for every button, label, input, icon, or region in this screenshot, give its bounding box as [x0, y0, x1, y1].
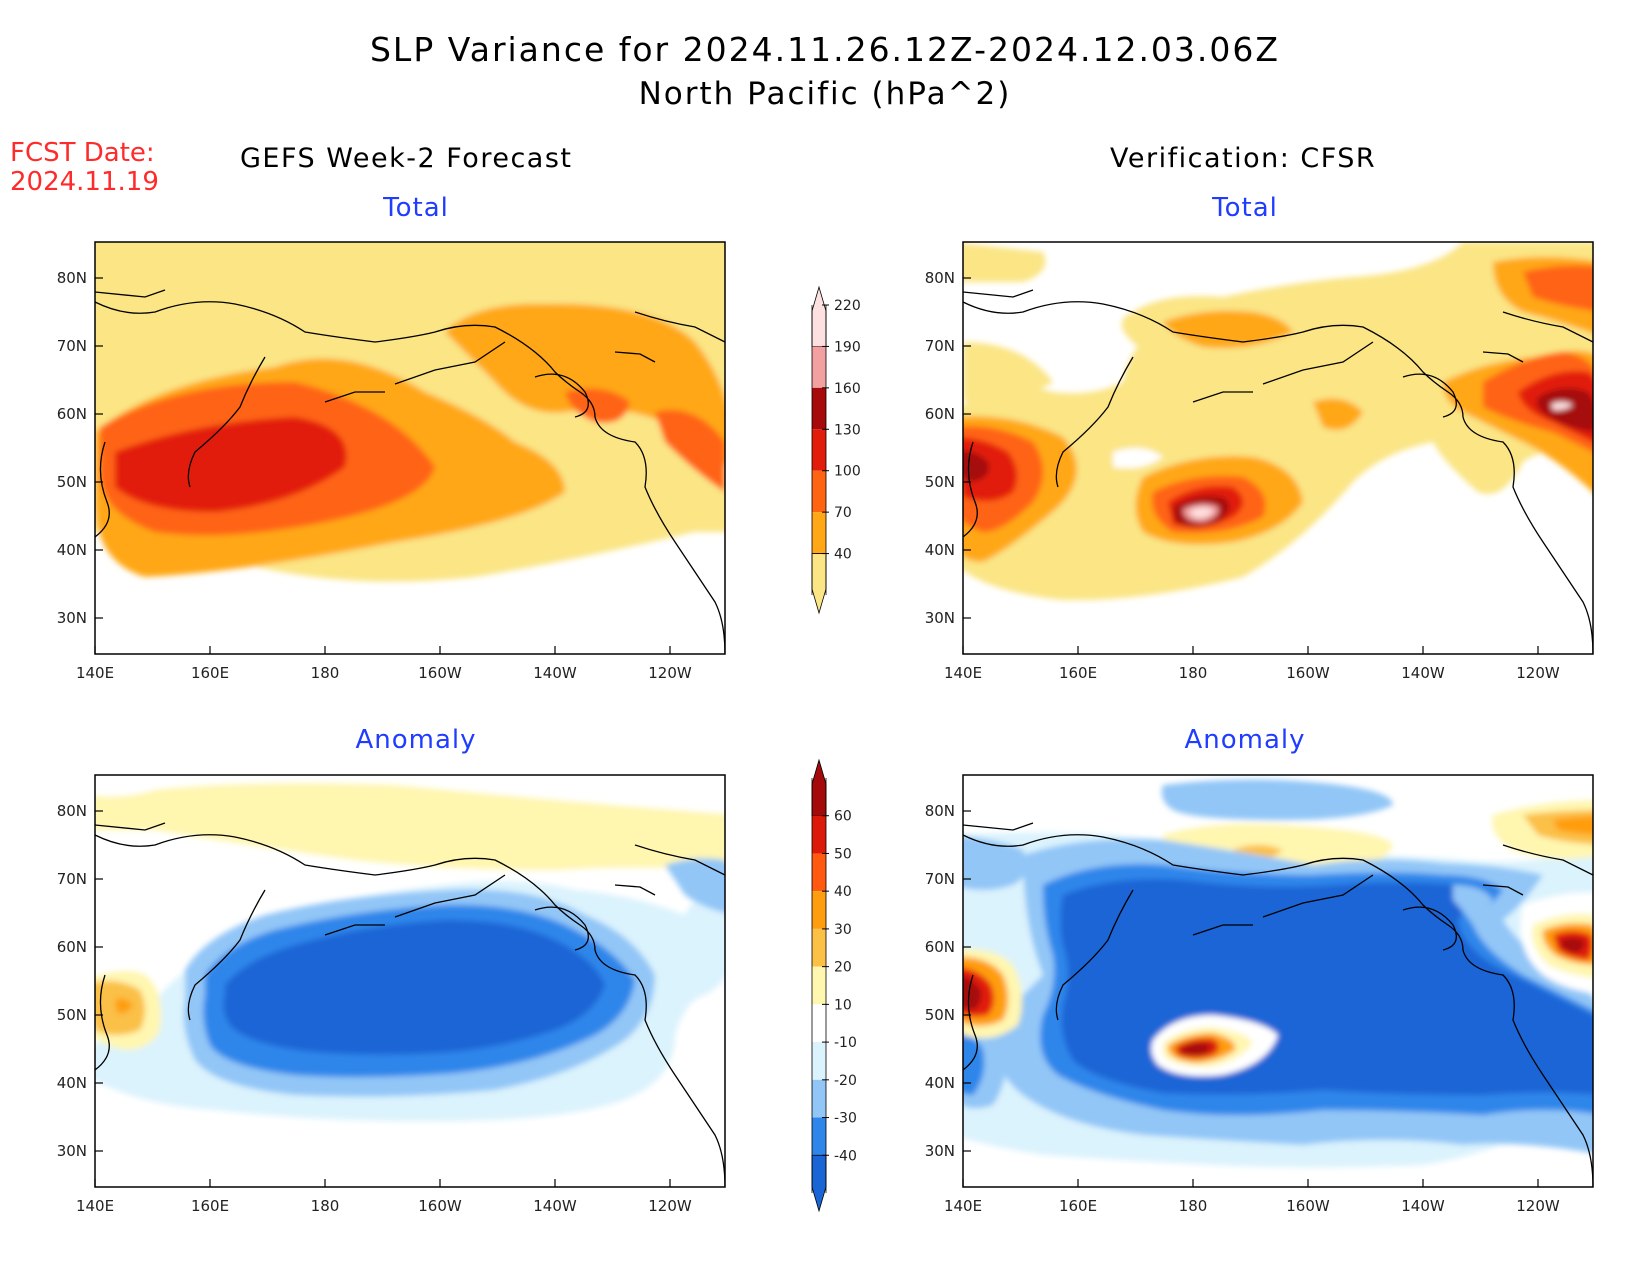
lon-tick-label: 180 — [311, 1197, 340, 1215]
colorbar-level-label: 10 — [834, 997, 852, 1013]
colorbar-swatch — [812, 815, 826, 854]
colorbar-level-label: 100 — [834, 464, 861, 480]
lat-tick-label: 50N — [925, 473, 955, 491]
lon-tick-label: 180 — [1179, 1197, 1208, 1215]
lon-tick-label: 140W — [1401, 1197, 1445, 1215]
lon-tick-label: 140E — [944, 1197, 982, 1215]
lon-tick-label: 140W — [533, 664, 577, 682]
map-verification-total: 140E 160E 180 160W 140W 120W 80N 70N 60N 50N 40N 3… — [925, 241, 1594, 682]
lat-tick-label: 40N — [57, 541, 87, 559]
lon-tick-label: 120W — [1516, 664, 1560, 682]
lon-tick-label: 160E — [1059, 1197, 1097, 1215]
forecast-date-label: FCST Date: — [10, 138, 155, 168]
colorbar-level-label: 190 — [834, 339, 861, 355]
lon-tick-label: 160W — [1286, 664, 1330, 682]
colorbar-swatch — [812, 966, 826, 1005]
colorbar-swatch — [812, 853, 826, 892]
lat-tick-label: 70N — [57, 870, 87, 888]
colorbar-level-label: -30 — [834, 1111, 857, 1127]
lat-tick-label: 30N — [925, 609, 955, 627]
colorbar-swatch — [811, 553, 827, 615]
colorbar-swatch — [812, 1042, 826, 1080]
colorbar-level-label: -20 — [834, 1073, 857, 1089]
lat-tick-label: 60N — [57, 938, 87, 956]
lon-tick-label: 180 — [311, 664, 340, 682]
panel-title-forecast-total: Total — [383, 193, 449, 223]
colorbar-swatch — [812, 928, 826, 967]
lat-tick-label: 50N — [57, 1006, 87, 1024]
colorbar-swatch — [812, 470, 826, 513]
lon-tick-label: 120W — [648, 1197, 692, 1215]
panel-title-verification-total: Total — [1212, 193, 1278, 223]
colorbar-swatch — [812, 1004, 826, 1043]
colorbar-level-label: -40 — [834, 1148, 857, 1164]
lat-tick-label: 70N — [925, 337, 955, 355]
lon-tick-label: 160W — [418, 1197, 462, 1215]
lon-tick-label: 160W — [418, 664, 462, 682]
chart-title: SLP Variance for 2024.11.26.12Z-2024.12.… — [369, 30, 1281, 69]
lat-tick-label: 50N — [57, 473, 87, 491]
lat-tick-label: 60N — [925, 938, 955, 956]
lat-tick-label: 80N — [925, 269, 955, 287]
map-verification-anomaly: 140E 160E 180 160W 140W 120W 80N 70N 60N 50N 40N 3… — [925, 774, 1594, 1215]
colorbar-level-label: 40 — [834, 547, 852, 563]
colorbar-swatch — [812, 429, 826, 471]
colorbar-level-label: 160 — [834, 381, 861, 397]
lat-tick-label: 30N — [57, 609, 87, 627]
lat-tick-label: 40N — [925, 1074, 955, 1092]
colorbar-level-label: 20 — [834, 960, 852, 976]
lat-tick-label: 40N — [57, 1074, 87, 1092]
colorbar-level-label: 70 — [834, 505, 852, 521]
colorbar-level-label: 60 — [834, 809, 852, 825]
right-column-header: Verification: CFSR — [1110, 143, 1377, 174]
lat-tick-label: 70N — [925, 870, 955, 888]
lon-tick-label: 160E — [191, 1197, 229, 1215]
chart-subtitle: North Pacific (hPa^2) — [638, 76, 1012, 112]
lon-tick-label: 160W — [1286, 1197, 1330, 1215]
lat-tick-label: 80N — [57, 802, 87, 820]
colorbar-swatch — [812, 346, 826, 388]
lon-tick-label: 140E — [76, 664, 114, 682]
panel-title-forecast-anomaly: Anomaly — [355, 725, 477, 755]
panel-title-verification-anomaly: Anomaly — [1184, 725, 1306, 755]
colorbar-swatch — [811, 758, 827, 817]
lon-tick-label: 140E — [76, 1197, 114, 1215]
lat-tick-label: 80N — [925, 802, 955, 820]
left-column-header: GEFS Week-2 Forecast — [240, 143, 573, 174]
lon-tick-label: 180 — [1179, 664, 1208, 682]
lat-tick-label: 30N — [925, 1142, 955, 1160]
lon-tick-label: 120W — [1516, 1197, 1560, 1215]
colorbar-swatch — [812, 512, 826, 554]
colorbar-anomaly: -40 -30 -20 -10 10 20 30 40 50 60 — [811, 758, 857, 1213]
colorbar-level-label: 220 — [834, 298, 861, 314]
colorbar-total: 40 70 100 130 160 190 220 — [811, 285, 861, 615]
colorbar-level-label: 50 — [834, 846, 852, 862]
colorbar-level-label: 130 — [834, 422, 861, 438]
colorbar-swatch — [812, 387, 826, 430]
lat-tick-label: 80N — [57, 269, 87, 287]
colorbar-swatch — [812, 891, 826, 929]
colorbar-level-label: -10 — [834, 1035, 857, 1051]
map-forecast-anomaly: 140E 160E 180 160W 140W 120W 80N 70N 60N 50N 40N 3… — [57, 774, 726, 1215]
lat-tick-label: 60N — [57, 405, 87, 423]
lon-tick-label: 140E — [944, 664, 982, 682]
map-forecast-total: 140E 160E 180 160W 140W 120W 80N 70N 60N 50N 40N 3… — [57, 241, 726, 682]
colorbar-swatch — [811, 1154, 827, 1213]
lon-tick-label: 120W — [648, 664, 692, 682]
lon-tick-label: 160E — [1059, 664, 1097, 682]
lat-tick-label: 50N — [925, 1006, 955, 1024]
colorbar-swatch — [812, 1079, 826, 1118]
colorbar-level-label: 30 — [834, 922, 852, 938]
lat-tick-label: 30N — [57, 1142, 87, 1160]
lat-tick-label: 60N — [925, 405, 955, 423]
colorbar-swatch — [811, 285, 827, 347]
lon-tick-label: 140W — [533, 1197, 577, 1215]
colorbar-level-label: 40 — [834, 884, 852, 900]
lat-tick-label: 40N — [925, 541, 955, 559]
forecast-date-value: 2024.11.19 — [10, 167, 159, 197]
colorbar-swatch — [812, 1117, 826, 1156]
lat-tick-label: 70N — [57, 337, 87, 355]
lon-tick-label: 140W — [1401, 664, 1445, 682]
lon-tick-label: 160E — [191, 664, 229, 682]
